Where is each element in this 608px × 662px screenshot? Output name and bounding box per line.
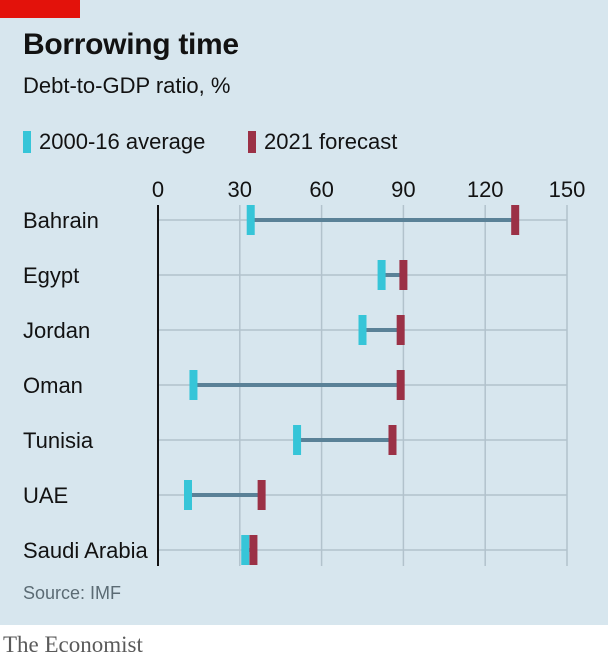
average-marker	[241, 535, 250, 565]
legend-label-average: 2000-16 average	[39, 129, 206, 154]
legend-label-forecast: 2021 forecast	[264, 129, 398, 154]
x-tick-label: 150	[549, 177, 586, 202]
category-label: Oman	[23, 373, 83, 398]
x-tick-label: 0	[152, 177, 164, 202]
average-marker	[246, 205, 255, 235]
average-marker	[358, 315, 367, 345]
dumbbell-chart: 0 30 60 90 120 150 Bahrain Egypt Jordan Oman Tuni…	[23, 177, 585, 566]
forecast-marker	[396, 370, 405, 400]
x-tick-labels: 0 30 60 90 120 150	[152, 177, 585, 202]
category-label: Tunisia	[23, 428, 94, 453]
publisher-logo: The Economist	[3, 632, 143, 657]
forecast-marker	[511, 205, 520, 235]
category-label: Saudi Arabia	[23, 538, 149, 563]
forecast-marker	[396, 315, 405, 345]
legend-item-average: 2000-16 average	[23, 129, 205, 155]
category-label: UAE	[23, 483, 68, 508]
average-marker	[377, 260, 386, 290]
x-tick-label: 120	[467, 177, 504, 202]
chart-subtitle: Debt-to-GDP ratio, %	[23, 73, 231, 98]
brand-tag	[0, 0, 80, 18]
chart-title: Borrowing time	[23, 28, 239, 61]
forecast-marker	[249, 535, 258, 565]
category-label: Egypt	[23, 263, 79, 288]
legend-swatch-forecast	[248, 131, 256, 153]
average-marker	[189, 370, 198, 400]
data-marks	[183, 205, 520, 565]
average-marker	[293, 425, 302, 455]
source-note: Source: IMF	[23, 583, 122, 603]
chart-panel	[0, 0, 608, 625]
forecast-marker	[257, 480, 266, 510]
category-label: Jordan	[23, 318, 90, 343]
x-tick-label: 60	[309, 177, 333, 202]
x-tick-label: 30	[228, 177, 252, 202]
average-marker	[183, 480, 192, 510]
legend-swatch-average	[23, 131, 31, 153]
forecast-marker	[399, 260, 408, 290]
category-label: Bahrain	[23, 208, 99, 233]
forecast-marker	[388, 425, 397, 455]
x-tick-label: 90	[391, 177, 415, 202]
category-labels: Bahrain Egypt Jordan Oman Tunisia UAE Saudi Ar…	[23, 208, 149, 563]
legend-item-forecast: 2021 forecast	[248, 129, 397, 155]
